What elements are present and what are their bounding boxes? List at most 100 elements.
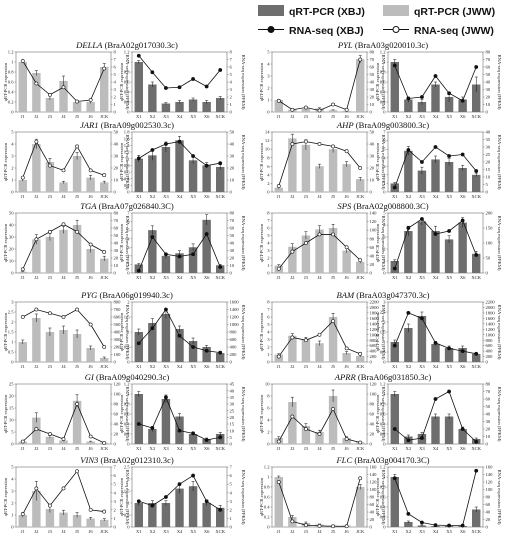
left-tick-label: 1: [127, 501, 130, 506]
x-tick-label-XCK: XCK: [471, 194, 481, 199]
x-tick-label-XCK: XCK: [471, 114, 481, 119]
left-tick-label: 3: [127, 245, 130, 250]
right-tick-label: 2: [230, 507, 233, 512]
right-tick-label: 5: [114, 482, 117, 487]
right-tick-label: 5: [230, 435, 233, 440]
x-tick-label-J3: J3: [48, 194, 53, 199]
left-tick-label: 0: [127, 110, 130, 115]
rnaseq-point-J6: [88, 168, 93, 173]
x-tick-label-X1: X1: [136, 194, 142, 199]
x-tick-label-JCK: JCK: [356, 194, 365, 199]
subplot-xbj: 0 1 2 3 4 5 6 7 0 5 10 15 20 25 30 35 40 X1 X2 X3 X4 X5 X6 XCK q…: [375, 130, 502, 199]
right-tick-label: 160: [486, 465, 494, 470]
right-axis-label: RNA-seq expression (FPKM): [241, 216, 246, 271]
bar-J6: [86, 177, 95, 192]
right-tick-label: 150: [486, 226, 494, 231]
left-tick-label: 7: [383, 130, 386, 135]
rnaseq-point-X2: [406, 148, 411, 152]
rnaseq-point-XCK: [474, 253, 479, 257]
right-tick-label: 0: [486, 271, 489, 276]
x-tick-label-X6: X6: [460, 446, 466, 451]
rnaseq-point-JCK: [102, 345, 107, 349]
x-tick-label-J4: J4: [61, 275, 66, 280]
gene-id: (BraA02g012310.3c): [98, 455, 174, 465]
x-tick-label-J5: J5: [75, 529, 80, 534]
rnaseq-point-X4: [433, 341, 438, 345]
left-tick-label: 0: [267, 442, 270, 447]
gene-name: PYG: [80, 290, 98, 300]
right-axis-label: RNA-seq expression (FPKM): [381, 216, 386, 271]
gene-id: (BraA07g026840.3C): [96, 201, 173, 211]
rnaseq-point-X1: [136, 53, 141, 58]
bar-J5: [328, 396, 338, 444]
rnaseq-point-J3: [304, 105, 308, 110]
rnaseq-point-J4: [317, 232, 322, 237]
bar-X5: [188, 99, 198, 112]
right-tick-label: 0: [114, 442, 117, 447]
left-tick-label: 1: [127, 262, 130, 267]
bar-X6: [458, 348, 467, 362]
left-tick-label: 3: [11, 154, 14, 159]
left-tick-label: 0: [267, 525, 270, 530]
left-tick-label: 0: [383, 360, 386, 365]
x-tick-label-X6: X6: [460, 114, 466, 119]
rnaseq-point-XCK: [218, 265, 223, 269]
left-tick-label: 1.2: [380, 382, 386, 387]
rnaseq-point-X6: [460, 427, 465, 431]
rnaseq-point-J6: [344, 346, 349, 351]
rnaseq-point-J2: [290, 107, 295, 112]
right-tick-label: 0: [370, 110, 373, 115]
bar-J5: [72, 515, 82, 527]
bar-XCK: [472, 253, 481, 273]
left-tick-label: 0.8: [380, 485, 386, 490]
left-tick-label: 2: [127, 253, 130, 258]
right-tick-label: 40: [486, 412, 491, 417]
left-axis-label: qRT-PCR expression: [259, 62, 264, 101]
right-tick-label: 35: [230, 395, 235, 400]
bar-X6: [202, 102, 211, 112]
left-tick-label: 20: [9, 394, 14, 399]
x-tick-label-J4: J4: [317, 194, 322, 199]
x-tick-label-J4: J4: [317, 446, 322, 451]
x-tick-label-J2: J2: [290, 114, 295, 119]
gene-id: (BraA09g003800.3c): [354, 120, 430, 130]
rnaseq-point-J6: [344, 524, 349, 529]
x-tick-label-X1: X1: [392, 446, 398, 451]
x-tick-label-XCK: XCK: [471, 446, 481, 451]
right-tick-label: 10: [230, 263, 235, 268]
bar-J3: [301, 426, 311, 444]
x-tick-label-X4: X4: [433, 275, 439, 280]
x-tick-label-XCK: XCK: [215, 364, 225, 369]
rnaseq-point-J2: [34, 486, 39, 491]
rnaseq-point-X6: [204, 499, 209, 504]
x-tick-label-J5: J5: [331, 446, 336, 451]
rnaseq-point-J3: [304, 139, 308, 144]
right-tick-label: 0: [230, 271, 233, 276]
right-tick-label: 7: [114, 57, 117, 62]
panel-ahp: AHP (BraA09g003800.3c)024681012140102030…: [259, 120, 502, 199]
right-tick-label: 600: [230, 337, 238, 342]
left-tick-label: 0.4: [124, 176, 130, 181]
right-tick-label: 4: [114, 80, 117, 85]
right-axis-label: RNA-seq expression (FPKM): [497, 55, 502, 110]
rnaseq-point-J4: [317, 523, 322, 528]
right-tick-label: 80: [230, 211, 235, 216]
bar-X3: [161, 103, 171, 112]
bar-J6: [342, 438, 351, 444]
x-tick-label-X2: X2: [406, 114, 412, 119]
left-tick-label: 1: [127, 392, 130, 397]
x-tick-label-J1: J1: [21, 446, 26, 451]
right-axis-label: RNA-seq expression (FPKM): [497, 305, 502, 360]
left-tick-label: 0.8: [380, 70, 386, 75]
x-tick-label-X1: X1: [392, 364, 398, 369]
bar-X2: [404, 150, 413, 192]
left-tick-label: 4: [383, 155, 386, 160]
right-tick-label: 120: [114, 382, 122, 387]
right-axis-label: RNA-seq expression (FPKM): [125, 216, 130, 271]
subplot-jww: 0 0.5 1 1.5 2 2.5 3 0 100 200 300 400 500 600 700 800 J1…: [3, 300, 130, 369]
x-tick-label-X6: X6: [204, 529, 210, 534]
subplot-jww: 0 0.2 0.4 0.6 0.8 1 1.2 0 1 2 3 4 5 6 7 8 J1 J2 J3 J4 J5 J6 JC…: [3, 50, 130, 119]
left-tick-label: 0: [383, 525, 386, 530]
x-tick-label-X3: X3: [419, 275, 425, 280]
bar-JCK: [100, 258, 109, 273]
